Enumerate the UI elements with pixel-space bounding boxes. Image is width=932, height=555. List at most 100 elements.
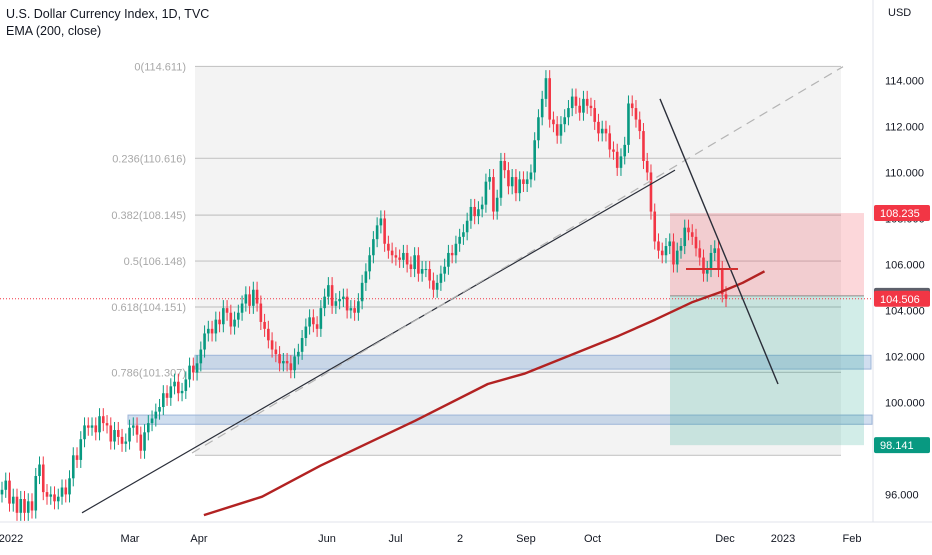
candle-body [567,108,570,118]
candle-body [222,308,225,325]
candle-body [214,319,218,334]
candle-body [394,255,398,258]
indicator-label: EMA (200, close) [6,24,102,38]
fib-level-label: 0.382(108.145) [111,210,186,222]
price-tag [874,437,930,454]
candle-body [263,321,266,329]
candle-body [207,328,210,334]
candle-body [645,160,649,173]
x-tick-label: Dec [715,533,735,545]
candle-body [507,170,510,187]
candle-body [56,496,60,502]
x-tick-label: Sep [516,533,536,545]
candle-body [45,492,49,497]
candle-body [120,436,124,444]
candle-body [720,269,724,295]
candle-body [510,177,514,187]
x-tick-label: Oct [584,533,601,545]
candle-body [252,289,255,306]
candle-body [240,303,244,313]
candle-body [368,255,371,272]
candle-body [319,308,323,329]
candle-body [653,211,657,242]
candle-body [11,496,15,504]
candle-body [98,416,101,433]
ema-200-line [203,270,766,517]
candle-body [679,246,683,251]
x-tick-label: 2022 [0,533,23,545]
candle-body [683,227,687,247]
candle-body [274,349,278,355]
candle-body [308,317,311,327]
candle-body [540,98,544,118]
candle-body [484,181,488,205]
candle-body [4,480,8,490]
candle-body [477,209,480,217]
y-tick-label: 104.000 [885,305,925,317]
candle-body [270,340,274,350]
fib-level-label: 0.786(101.307) [111,367,186,379]
candle-body [705,269,709,274]
candle-body [443,266,446,274]
stop-loss-zone [670,213,864,296]
candle-body [255,289,259,304]
y-tick-label: 110.000 [885,167,924,179]
candle-body [458,236,461,244]
currency-label: USD [888,7,911,19]
price-tag-label: 104.506 [880,294,920,306]
candle-body [383,218,386,244]
candle-body [342,296,345,299]
y-tick-label: 112.000 [885,121,924,133]
candle-body [86,425,90,428]
candle-body [53,494,56,502]
candle-body [173,381,176,387]
take-profit-zone [670,295,864,446]
candle-body [38,464,41,477]
candle-body [372,239,375,256]
candle-body [552,119,555,125]
candle-body [267,328,270,341]
candle-body [210,328,214,334]
candle-body [293,356,296,371]
candle-body [503,160,506,171]
price-axis-panel [873,0,932,550]
candle-body [634,108,638,120]
x-tick-label: Mar [121,533,140,545]
candle-body [8,480,11,504]
candle-body [387,243,390,251]
candle-body [94,425,98,433]
candle-body [195,363,199,373]
candle-body [450,252,454,256]
candle-body [105,423,109,426]
candle-body [184,379,188,391]
support-zone [127,414,873,425]
candle-body [623,144,627,157]
price-tag-label: 98.141 [880,440,914,452]
candle-body [165,393,169,398]
candle-body [687,227,690,233]
candle-body [135,425,139,435]
candle-body [447,252,450,267]
candle-body [278,354,281,364]
candle-body [390,250,394,256]
candle-body [668,241,672,247]
candle-body [150,418,154,424]
candle-body [83,425,86,440]
candle-body [64,487,68,495]
candle-body [19,499,23,513]
candle-body [432,280,435,290]
candle-body [312,317,315,325]
candle-body [41,464,45,493]
candle-body [345,296,349,311]
candle-body [375,225,379,240]
candle-body [657,241,660,251]
candle-body [297,351,300,357]
candle-body [113,430,116,442]
candle-body [360,282,364,302]
dashed-trend-line [191,66,844,454]
candle-body [559,124,563,136]
candle-body [514,177,518,194]
candle-body [413,255,416,270]
